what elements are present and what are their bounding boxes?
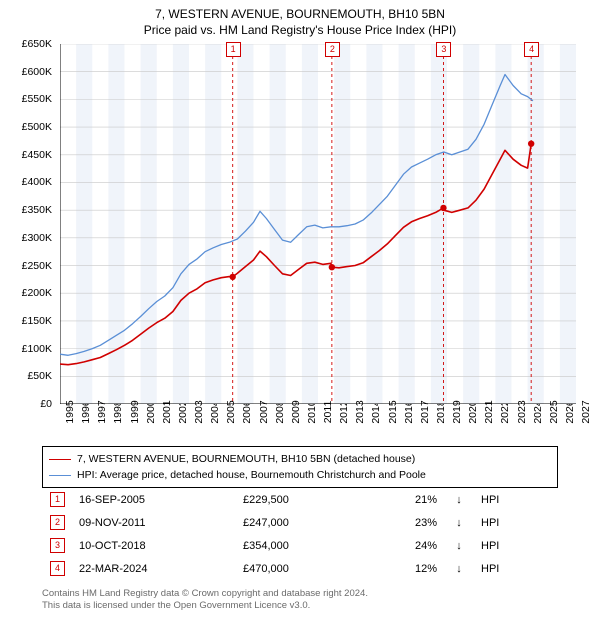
sales-row-date: 22-MAR-2024 bbox=[79, 563, 229, 575]
sales-row-pct: 23% bbox=[377, 517, 437, 529]
sales-row: 2 09-NOV-2011 £247,000 23% ↓ HPI bbox=[42, 511, 558, 534]
sales-row-price: £229,500 bbox=[243, 494, 363, 506]
sales-row-vs: HPI bbox=[481, 540, 521, 552]
chart-area bbox=[60, 44, 576, 404]
ytick-label: £550K bbox=[0, 93, 52, 105]
sale-marker-badge: 1 bbox=[226, 42, 241, 57]
sales-row-vs: HPI bbox=[481, 563, 521, 575]
xtick-label: 2027 bbox=[580, 400, 592, 423]
sales-row-pct: 21% bbox=[377, 494, 437, 506]
down-arrow-icon: ↓ bbox=[451, 563, 467, 575]
legend-label-hpi: HPI: Average price, detached house, Bour… bbox=[77, 468, 426, 483]
ytick-label: £0 bbox=[0, 398, 52, 410]
chart-title-line1: 7, WESTERN AVENUE, BOURNEMOUTH, BH10 5BN bbox=[0, 6, 600, 22]
legend: 7, WESTERN AVENUE, BOURNEMOUTH, BH10 5BN… bbox=[42, 446, 558, 488]
sales-row-badge: 1 bbox=[50, 492, 65, 507]
sales-row-date: 16-SEP-2005 bbox=[79, 494, 229, 506]
legend-row-paid: 7, WESTERN AVENUE, BOURNEMOUTH, BH10 5BN… bbox=[49, 452, 551, 467]
ytick-label: £100K bbox=[0, 343, 52, 355]
chart-title-block: 7, WESTERN AVENUE, BOURNEMOUTH, BH10 5BN… bbox=[0, 0, 600, 38]
footer: Contains HM Land Registry data © Crown c… bbox=[42, 588, 558, 612]
sale-marker-badge: 2 bbox=[325, 42, 340, 57]
page: 7, WESTERN AVENUE, BOURNEMOUTH, BH10 5BN… bbox=[0, 0, 600, 620]
ytick-label: £600K bbox=[0, 66, 52, 78]
sales-row: 3 10-OCT-2018 £354,000 24% ↓ HPI bbox=[42, 534, 558, 557]
sales-row-vs: HPI bbox=[481, 517, 521, 529]
sales-row-pct: 12% bbox=[377, 563, 437, 575]
sales-row-vs: HPI bbox=[481, 494, 521, 506]
sales-row-badge: 2 bbox=[50, 515, 65, 530]
chart-title-line2: Price paid vs. HM Land Registry's House … bbox=[0, 22, 600, 38]
ytick-label: £400K bbox=[0, 176, 52, 188]
sales-row-badge: 3 bbox=[50, 538, 65, 553]
sales-row-date: 10-OCT-2018 bbox=[79, 540, 229, 552]
legend-swatch-paid bbox=[49, 459, 71, 460]
ytick-label: £250K bbox=[0, 260, 52, 272]
sales-row-price: £354,000 bbox=[243, 540, 363, 552]
footer-line2: This data is licensed under the Open Gov… bbox=[42, 600, 558, 612]
ytick-label: £300K bbox=[0, 232, 52, 244]
ytick-label: £450K bbox=[0, 149, 52, 161]
sales-table: 1 16-SEP-2005 £229,500 21% ↓ HPI 2 09-NOV-2011 £… bbox=[42, 488, 558, 580]
legend-label-paid: 7, WESTERN AVENUE, BOURNEMOUTH, BH10 5BN… bbox=[77, 452, 415, 467]
legend-swatch-hpi bbox=[49, 475, 71, 476]
sales-row-date: 09-NOV-2011 bbox=[79, 517, 229, 529]
sales-row-badge: 4 bbox=[50, 561, 65, 576]
ytick-label: £500K bbox=[0, 121, 52, 133]
footer-line1: Contains HM Land Registry data © Crown c… bbox=[42, 588, 558, 600]
sale-marker-badge: 4 bbox=[524, 42, 539, 57]
ytick-label: £150K bbox=[0, 315, 52, 327]
ytick-label: £50K bbox=[0, 370, 52, 382]
ytick-label: £650K bbox=[0, 38, 52, 50]
ytick-label: £350K bbox=[0, 204, 52, 216]
down-arrow-icon: ↓ bbox=[451, 517, 467, 529]
xtick-label: 2011 bbox=[322, 401, 334, 424]
sales-row-price: £470,000 bbox=[243, 563, 363, 575]
down-arrow-icon: ↓ bbox=[451, 494, 467, 506]
sale-marker-badge: 3 bbox=[436, 42, 451, 57]
legend-row-hpi: HPI: Average price, detached house, Bour… bbox=[49, 468, 551, 483]
sales-row: 1 16-SEP-2005 £229,500 21% ↓ HPI bbox=[42, 488, 558, 511]
down-arrow-icon: ↓ bbox=[451, 540, 467, 552]
ytick-label: £200K bbox=[0, 287, 52, 299]
sales-row: 4 22-MAR-2024 £470,000 12% ↓ HPI bbox=[42, 557, 558, 580]
sales-row-price: £247,000 bbox=[243, 517, 363, 529]
sales-row-pct: 24% bbox=[377, 540, 437, 552]
chart-svg bbox=[60, 44, 576, 404]
